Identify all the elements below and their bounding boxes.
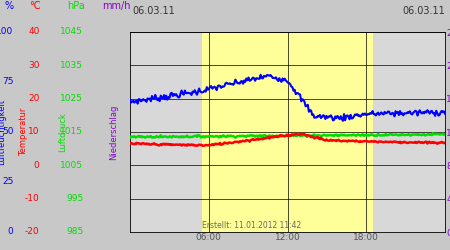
Text: Erstellt: 11.01.2012 11:42: Erstellt: 11.01.2012 11:42 (202, 220, 302, 230)
Text: 1045: 1045 (60, 28, 83, 36)
Text: 995: 995 (66, 194, 83, 203)
Text: 20: 20 (28, 94, 40, 103)
Text: -20: -20 (25, 228, 40, 236)
Text: 10: 10 (28, 128, 40, 136)
Text: mm/h: mm/h (102, 1, 130, 11)
Text: %: % (4, 1, 13, 11)
Text: 0: 0 (8, 228, 14, 236)
Text: Niederschlag: Niederschlag (109, 104, 118, 160)
Text: 1025: 1025 (60, 94, 83, 103)
Text: 25: 25 (2, 178, 13, 186)
Text: 1015: 1015 (60, 128, 83, 136)
Text: 1005: 1005 (60, 161, 83, 170)
Text: Temperatur: Temperatur (19, 108, 28, 156)
Text: Luftdruck: Luftdruck (58, 112, 68, 152)
Text: 30: 30 (28, 61, 40, 70)
Bar (202, 32, 373, 232)
Text: 75: 75 (2, 78, 14, 86)
Text: 100: 100 (0, 28, 14, 36)
Text: 40: 40 (28, 28, 40, 36)
Text: 06.03.11: 06.03.11 (132, 6, 175, 16)
Text: 985: 985 (66, 228, 83, 236)
Text: hPa: hPa (68, 1, 86, 11)
Text: 50: 50 (2, 128, 14, 136)
Text: 06.03.11: 06.03.11 (402, 6, 445, 16)
Text: 0: 0 (34, 161, 40, 170)
Text: -10: -10 (25, 194, 40, 203)
Text: 1035: 1035 (60, 61, 83, 70)
Text: °C: °C (29, 1, 41, 11)
Text: Luftfeuchtigkeit: Luftfeuchtigkeit (0, 99, 6, 165)
